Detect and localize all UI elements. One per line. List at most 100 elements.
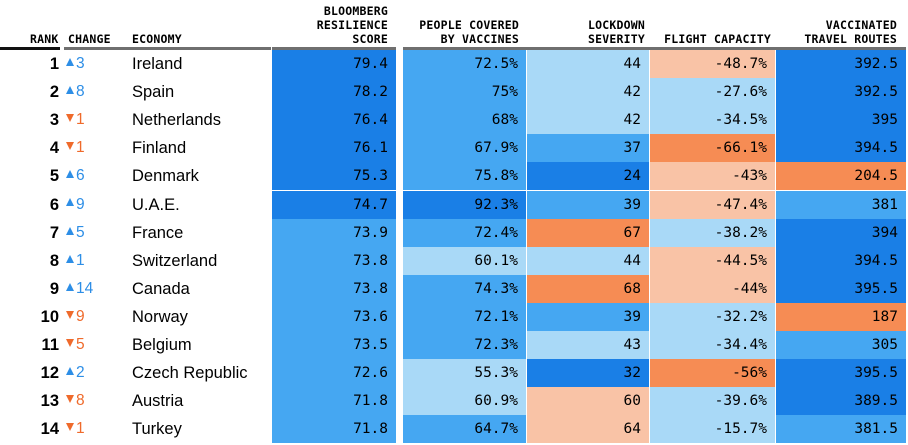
cell-flight: -48.7%: [650, 50, 775, 78]
cell-routes: 389.5: [776, 387, 906, 416]
header-economy: ECONOMY: [132, 32, 182, 46]
rank-change-value: 2: [76, 364, 85, 382]
cell-lockdown: 60: [527, 387, 649, 416]
cell-routes: 392.5: [776, 50, 906, 78]
cell-score: 71.8: [272, 387, 396, 416]
table-row: 8 1 Switzerland 73.8 60.1% 44 -44.5% 394.5: [0, 246, 908, 275]
cell-flight: -43%: [650, 162, 775, 191]
table-row: 2 8 Spain 78.2 75% 42 -27.6% 392.5: [0, 78, 908, 107]
cell-score: 72.6: [272, 359, 396, 388]
cell-vaccines: 68%: [403, 106, 526, 135]
triangle-down-icon: [66, 338, 74, 347]
rank-change-value: 9: [76, 307, 85, 325]
rank-number: 7: [49, 223, 59, 242]
cell-routes: 394.5: [776, 246, 906, 275]
rank-change-value: 14: [76, 279, 94, 297]
rank-change-value: 6: [76, 167, 85, 185]
rank-number: 10: [40, 307, 59, 326]
rank-number: 5: [49, 167, 59, 186]
cell-vaccines: 67.9%: [403, 134, 526, 163]
cell-score: 76.1: [272, 134, 396, 163]
header-flight: FLIGHT CAPACITY: [664, 32, 771, 46]
table-row: 4 1 Finland 76.1 67.9% 37 -66.1% 394.5: [0, 134, 908, 163]
cell-routes: 204.5: [776, 162, 906, 191]
table-row: 13 8 Austria 71.8 60.9% 60 -39.6% 389.5: [0, 387, 908, 416]
header-rank: RANK: [30, 32, 59, 46]
cell-vaccines: 92.3%: [403, 190, 526, 219]
economy-name: Spain: [132, 83, 175, 102]
header-rule-metrics: [403, 47, 906, 50]
cell-routes: 381: [776, 190, 906, 219]
cell-routes: 305: [776, 331, 906, 359]
cell-vaccines: 60.1%: [403, 246, 526, 275]
cell-score: 75.3: [272, 162, 396, 191]
cell-flight: -66.1%: [650, 134, 775, 163]
economy-name: Denmark: [132, 167, 199, 186]
triangle-down-icon: [66, 423, 74, 432]
economy-name: France: [132, 223, 184, 242]
cell-lockdown: 68: [527, 274, 649, 303]
header-routes: VACCINATED TRAVEL ROUTES: [804, 18, 897, 46]
economy-name: Ireland: [132, 55, 183, 73]
economy-name: U.A.E.: [132, 195, 180, 214]
cell-score: 73.8: [272, 246, 396, 275]
triangle-up-icon: [66, 367, 74, 375]
rank-number: 2: [49, 83, 59, 102]
table-row: 5 6 Denmark 75.3 75.8% 24 -43% 204.5: [0, 162, 908, 191]
triangle-up-icon: [66, 86, 74, 94]
cell-score: 73.6: [272, 302, 396, 331]
triangle-up-icon: [66, 170, 74, 179]
cell-vaccines: 72.3%: [403, 331, 526, 359]
cell-routes: 381.5: [776, 415, 906, 444]
header-change: CHANGE: [68, 32, 111, 46]
cell-flight: -44.5%: [650, 246, 775, 275]
cell-routes: 395.5: [776, 359, 906, 388]
cell-flight: -39.6%: [650, 387, 775, 416]
triangle-up-icon: [66, 254, 74, 263]
cell-routes: 394: [776, 218, 906, 247]
cell-flight: -15.7%: [650, 415, 775, 444]
cell-routes: 394.5: [776, 134, 906, 163]
rank-change-value: 1: [76, 251, 85, 269]
rank-change-value: 9: [76, 195, 85, 213]
table-row: 12 2 Czech Republic 72.6 55.3% 32 -56% 395.5: [0, 359, 908, 388]
rank-change: 5: [66, 331, 85, 359]
header-rule-rank: [0, 47, 60, 50]
cell-lockdown: 39: [527, 190, 649, 219]
cell-vaccines: 72.4%: [403, 218, 526, 247]
cell-lockdown: 42: [527, 78, 649, 107]
rank-number: 13: [40, 392, 59, 411]
cell-score: 71.8: [272, 415, 396, 444]
rank-change-value: 8: [76, 392, 85, 410]
cell-lockdown: 32: [527, 359, 649, 388]
cell-flight: -27.6%: [650, 78, 775, 107]
cell-vaccines: 55.3%: [403, 359, 526, 388]
economy-name: Belgium: [132, 336, 192, 354]
cell-vaccines: 75.8%: [403, 162, 526, 191]
rank-change: 1: [66, 415, 85, 443]
rank-change-value: 1: [76, 420, 85, 438]
rank-number: 6: [49, 195, 59, 214]
rank-number: 8: [49, 251, 59, 270]
triangle-down-icon: [66, 114, 74, 123]
cell-vaccines: 72.1%: [403, 302, 526, 331]
rank-change: 8: [66, 78, 85, 106]
rank-change: 14: [66, 275, 93, 303]
cell-routes: 395.5: [776, 274, 906, 303]
triangle-up-icon: [66, 198, 74, 207]
cell-vaccines: 64.7%: [403, 415, 526, 444]
rank-number: 3: [49, 111, 59, 130]
economy-name: Norway: [132, 307, 188, 326]
economy-name: Austria: [132, 392, 184, 411]
cell-vaccines: 74.3%: [403, 274, 526, 303]
rank-change: 1: [66, 106, 85, 134]
triangle-up-icon: [66, 226, 74, 235]
economy-name: Finland: [132, 139, 187, 158]
rank-change: 3: [66, 50, 85, 78]
cell-score: 73.5: [272, 331, 396, 359]
rank-change-value: 1: [76, 139, 85, 157]
rank-change-value: 5: [76, 223, 85, 241]
table-row: 1 3 Ireland 79.4 72.5% 44 -48.7% 392.5: [0, 50, 908, 78]
rank-number: 9: [49, 279, 59, 298]
cell-routes: 392.5: [776, 78, 906, 107]
